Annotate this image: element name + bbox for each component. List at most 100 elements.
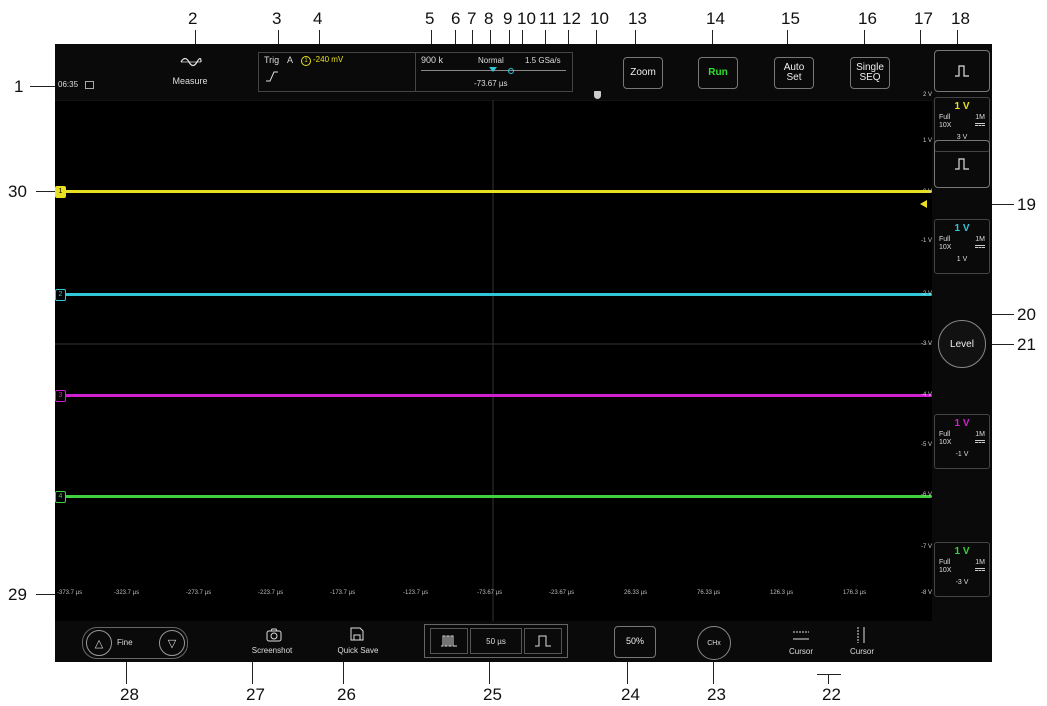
quick-save-button[interactable]: Quick Save (337, 646, 379, 655)
callout-21: 21 (1017, 335, 1036, 354)
ch1-offset: 3 V (956, 134, 968, 141)
ch4-scale: 1 V (954, 546, 970, 557)
leader-line (195, 30, 196, 46)
increase-button[interactable]: △ (86, 630, 112, 656)
camera-icon[interactable] (266, 628, 282, 647)
timebase-decrease-button[interactable] (430, 628, 468, 654)
leader-line (990, 344, 1014, 345)
time-tick: -323.7 µs (114, 590, 140, 596)
leader-line (252, 662, 253, 684)
trigger-channel: 1 (301, 56, 311, 66)
callout-5: 5 (425, 9, 435, 28)
callout-10b: 10 (590, 9, 609, 28)
time-tick: -373.7 µs (57, 590, 83, 596)
ch2-scale: 1 V (954, 223, 970, 234)
vertical-cursor-icon[interactable] (855, 626, 867, 649)
leader-line (278, 30, 279, 46)
leader-line (817, 674, 841, 675)
timebase-control[interactable] (424, 624, 568, 658)
ch3-impedance: 1M (975, 431, 985, 438)
v-tick: -5 V (920, 442, 932, 448)
memory-depth: 900 k (421, 55, 444, 65)
ch2-offset: 1 V (956, 256, 968, 263)
leader-line (126, 662, 127, 684)
measure-button[interactable]: Measure (172, 76, 208, 86)
leader-line (431, 30, 432, 46)
callout-25: 25 (483, 685, 502, 704)
ch1-impedance: 1M (975, 114, 985, 121)
callout-27: 27 (246, 685, 265, 704)
callout-23: 23 (707, 685, 726, 704)
trigger-level-arrow[interactable] (920, 200, 927, 208)
fine-label: Fine (117, 638, 133, 647)
ch4-ground-marker[interactable]: 4 (55, 491, 66, 503)
ch2-settings[interactable]: 1 V Full 1M 10X 1 V (934, 219, 990, 274)
auto-set-button[interactable]: Auto Set (774, 57, 814, 89)
horizontal-cursor-icon[interactable] (792, 628, 810, 646)
ch3-offset: -1 V (955, 451, 969, 458)
callout-11: 11 (539, 9, 557, 28)
timebase-increase-button[interactable] (524, 628, 562, 654)
trigger-time-marker[interactable] (594, 91, 601, 99)
ch1-ground-marker[interactable]: 1 (55, 186, 66, 198)
time-tick: -23.67 µs (549, 590, 575, 596)
run-button[interactable]: Run (698, 57, 738, 89)
single-seq-button[interactable]: Single SEQ (850, 57, 890, 89)
measure-icon[interactable] (180, 55, 202, 74)
callout-16: 16 (858, 9, 877, 28)
zoom-button[interactable]: Zoom (623, 57, 663, 89)
v-tick: 0 V (922, 189, 932, 195)
ch2-ground-marker[interactable]: 2 (55, 289, 66, 301)
ch4-trace (64, 495, 932, 498)
ch4-settings[interactable]: 1 V Full 1M 10X -3 V (934, 542, 990, 597)
level-knob[interactable]: Level (938, 320, 986, 368)
save-icon[interactable] (350, 627, 364, 646)
vertical-cursor-button[interactable]: Cursor (849, 647, 874, 656)
dense-pulse-icon (441, 635, 457, 647)
triangle-up-icon: △ (94, 637, 104, 650)
ch1-trace (64, 190, 932, 193)
dc-coupling-icon (975, 245, 985, 246)
ch2-impedance: 1M (975, 236, 985, 243)
leader-line (712, 30, 713, 46)
leader-line (635, 30, 636, 46)
horizontal-cursor-button[interactable]: Cursor (788, 647, 813, 656)
waveform-plot[interactable] (55, 100, 932, 621)
ch3-bandwidth: Full (939, 431, 951, 438)
callout-17: 17 (914, 9, 933, 28)
leader-line (545, 30, 546, 50)
v-tick: 2 V (922, 92, 932, 98)
ch2-bandwidth: Full (939, 236, 951, 243)
screenshot-button[interactable]: Screenshot (251, 646, 293, 655)
channel-select-button[interactable]: CHx (697, 626, 731, 660)
v-tick: -6 V (920, 492, 932, 498)
horizontal-panel[interactable] (415, 52, 573, 92)
timebase-value: 50 µs (470, 628, 522, 654)
callout-10a: 10 (517, 9, 536, 28)
fine-adjust-control[interactable] (82, 627, 188, 659)
callout-9: 9 (503, 9, 513, 28)
decrease-button[interactable]: ▽ (159, 630, 185, 656)
dc-coupling-icon (975, 123, 985, 124)
graticule (55, 100, 932, 621)
v-tick: -7 V (920, 544, 932, 550)
ch3-settings[interactable]: 1 V Full 1M 10X -1 V (934, 414, 990, 469)
screen-position-marker (508, 68, 514, 74)
triangle-down-icon: ▽ (167, 637, 177, 650)
rising-edge-icon (265, 69, 279, 87)
ch3-ground-marker[interactable]: 3 (55, 390, 66, 402)
ch1-scale: 1 V (954, 101, 970, 112)
pulse-icon (955, 158, 969, 170)
dc-coupling-icon-dash (975, 570, 985, 571)
callout-6: 6 (451, 9, 461, 28)
pulse-icon (955, 65, 969, 77)
v-tick: -2 V (920, 291, 932, 297)
trigger-50-percent-button[interactable]: 50% (614, 626, 656, 658)
trigger-position-marker (489, 67, 497, 72)
trigger-mode-button[interactable] (934, 50, 990, 92)
trigger-type-button[interactable] (934, 140, 990, 188)
ch1-settings[interactable]: 1 V Full 1M 10X 3 V (934, 97, 990, 152)
ch3-probe: 10X (939, 439, 952, 446)
callout-29: 29 (8, 585, 27, 604)
leader-line (787, 30, 788, 46)
